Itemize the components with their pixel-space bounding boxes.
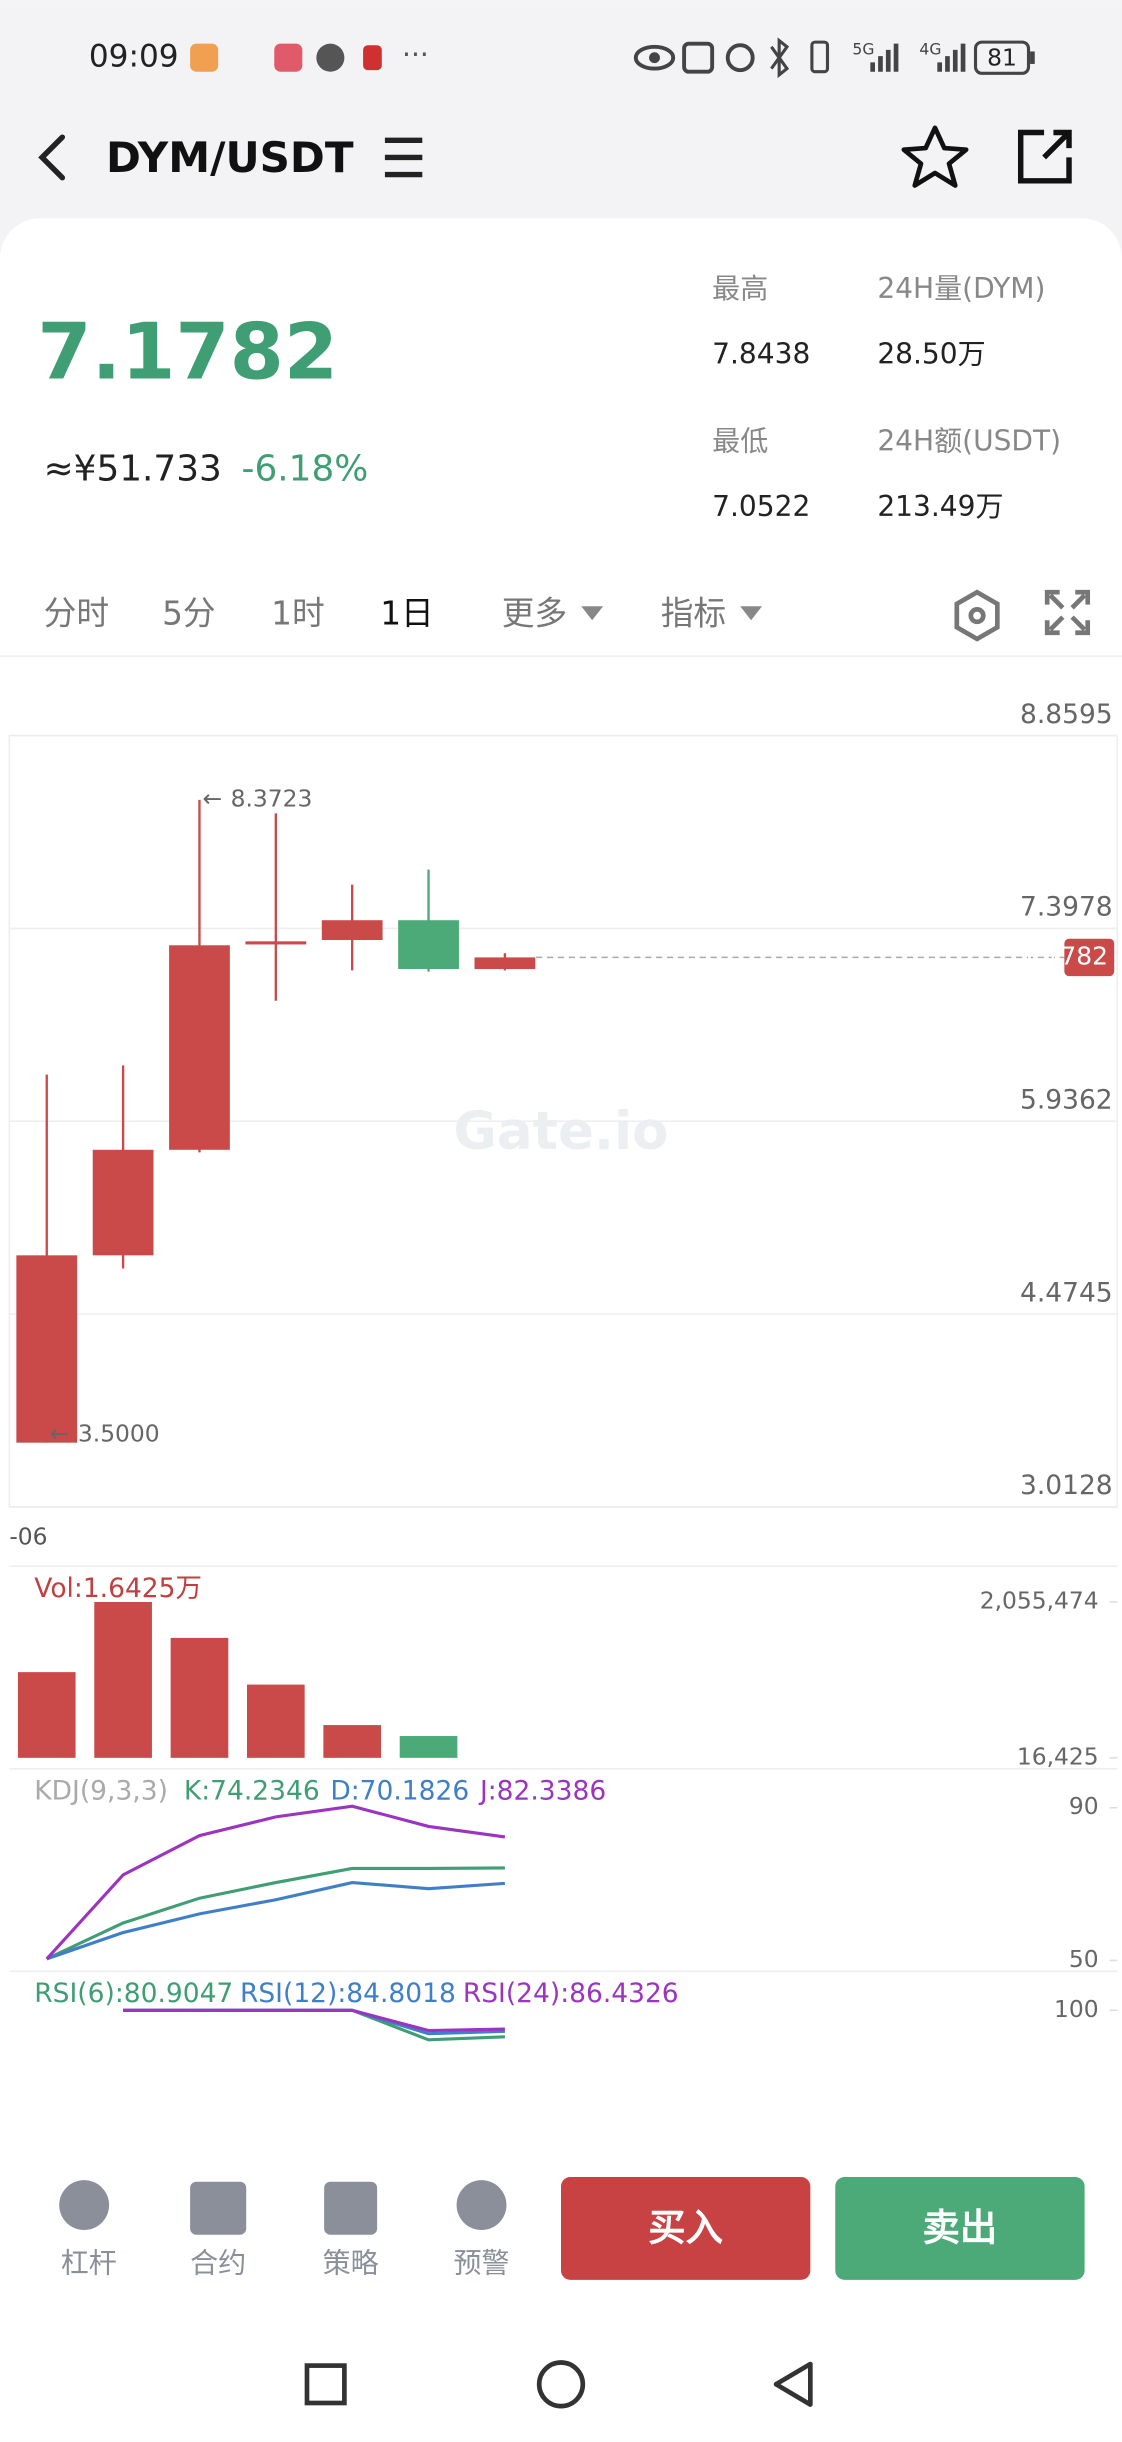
signal-label: 4G xyxy=(919,40,941,58)
dropdown-arrow xyxy=(740,606,763,621)
indicator-line xyxy=(45,1804,506,1960)
high-arrow: ← xyxy=(203,784,223,812)
toolbar-item[interactable]: 杠杆 xyxy=(61,2246,117,2279)
pair-title: DYM/USDT xyxy=(106,133,354,182)
volume-bar xyxy=(17,1672,76,1758)
tab[interactable]: 更多 xyxy=(502,595,567,633)
buy-label: 买入 xyxy=(648,2206,723,2250)
back-button[interactable] xyxy=(38,134,66,181)
volume-bar xyxy=(246,1684,305,1758)
dropdown-arrow xyxy=(581,606,604,621)
last-price: 7.1782 xyxy=(37,307,338,397)
fullscreen-button[interactable] xyxy=(1044,589,1091,636)
volume-bar xyxy=(323,1725,382,1758)
low-marker: 3.5000 xyxy=(78,1419,160,1447)
x-tick-label: -06 xyxy=(9,1523,47,1551)
tab[interactable]: 1时 xyxy=(271,595,325,633)
watermark: Gate.io xyxy=(453,1101,668,1162)
favorite-button[interactable] xyxy=(901,125,969,188)
indicator-line xyxy=(46,1880,506,1961)
bottom-icons xyxy=(59,2180,507,2235)
share-button[interactable] xyxy=(1017,129,1072,184)
low-arrow: ← xyxy=(50,1419,70,1447)
nav-recent[interactable] xyxy=(304,2363,347,2406)
y-tick-label: 4.4745 xyxy=(1020,1277,1113,1308)
indicator-lines xyxy=(45,1804,506,1961)
nav-bar xyxy=(304,2360,813,2409)
candle-body xyxy=(321,920,383,941)
toolbar-item[interactable]: 合约 xyxy=(190,2246,246,2279)
stat-label: 最低 xyxy=(712,425,768,458)
y-tick-label: 5.9362 xyxy=(1020,1085,1113,1116)
volume-bar xyxy=(399,1736,458,1758)
candle-body xyxy=(16,1255,78,1443)
sell-button[interactable] xyxy=(835,2177,1085,2280)
battery-level: 81 xyxy=(987,44,1017,72)
indicator-label: KDJ(9,3,3) xyxy=(34,1776,168,1807)
candle-body xyxy=(92,1149,154,1256)
legend-entry: K:74.2346 xyxy=(184,1776,320,1807)
y-tick-label: 8.8595 xyxy=(1020,699,1113,730)
candle-body xyxy=(245,941,307,945)
y-tick-label: 16,425 xyxy=(1017,1742,1099,1770)
stat-value: 7.8438 xyxy=(712,337,810,370)
candle-body xyxy=(398,920,459,970)
tab[interactable]: 指标 xyxy=(661,595,726,633)
last-price-tag xyxy=(1064,938,1115,977)
svg-text:···: ··· xyxy=(402,38,429,71)
buy-button[interactable] xyxy=(561,2177,811,2280)
legend-entry: J:82.3386 xyxy=(478,1776,606,1807)
toolbar-item[interactable]: 策略 xyxy=(323,2246,379,2279)
sell-label: 卖出 xyxy=(923,2206,998,2250)
settings-button[interactable] xyxy=(954,589,1000,642)
last-price-label: 7.1782 xyxy=(1021,941,1108,970)
volume-bar xyxy=(170,1637,229,1758)
menu-button[interactable] xyxy=(384,137,423,178)
volume-label: Vol:1.6425万 xyxy=(34,1573,202,1604)
signal-label: 5G xyxy=(852,40,874,58)
volume-bar xyxy=(94,1602,152,1758)
nav-back[interactable] xyxy=(773,2361,813,2407)
nav-home[interactable] xyxy=(536,2360,586,2409)
tab[interactable]: 5分 xyxy=(162,595,216,633)
status-icons: ··· xyxy=(190,37,1035,79)
candle-body xyxy=(474,957,536,970)
price-change: -6.18% xyxy=(242,449,369,490)
y-tick-label: 90 xyxy=(1069,1792,1099,1820)
y-tick-label: 3.0128 xyxy=(1020,1470,1113,1501)
y-tick-label: 50 xyxy=(1069,1945,1099,1973)
stat-value: 213.49万 xyxy=(877,490,1003,523)
tab[interactable]: 1日 xyxy=(380,595,434,633)
legend-entry: RSI(12):84.8018 xyxy=(240,1978,456,2009)
stat-label: 最高 xyxy=(712,272,768,305)
high-marker: 8.3723 xyxy=(231,784,313,812)
candle-body xyxy=(169,945,230,1150)
status-time: 09:09 xyxy=(89,39,179,75)
stat-value: 7.0522 xyxy=(712,490,810,523)
legend-entry: D:70.1826 xyxy=(330,1776,469,1807)
indicator-lines xyxy=(123,2008,505,2042)
stat-value: 28.50万 xyxy=(877,337,985,370)
indicator-line xyxy=(46,1866,505,1961)
tab[interactable]: 分时 xyxy=(44,595,109,633)
toolbar-item[interactable]: 预警 xyxy=(453,2246,509,2279)
legend-entry: RSI(24):86.4326 xyxy=(463,1978,679,2009)
indicator-line xyxy=(123,2008,505,2033)
stat-label: 24H额(USDT) xyxy=(877,425,1061,458)
y-tick-label: 100 xyxy=(1054,1995,1099,2023)
legend-entry: RSI(6):80.9047 xyxy=(34,1978,233,2009)
stat-label: 24H量(DYM) xyxy=(877,272,1045,305)
settings-icon xyxy=(968,607,986,625)
y-tick-label: 2,055,474 xyxy=(980,1587,1099,1615)
cny-price: ≈¥51.733 xyxy=(44,449,222,490)
y-tick-label: 7.3978 xyxy=(1020,892,1113,923)
